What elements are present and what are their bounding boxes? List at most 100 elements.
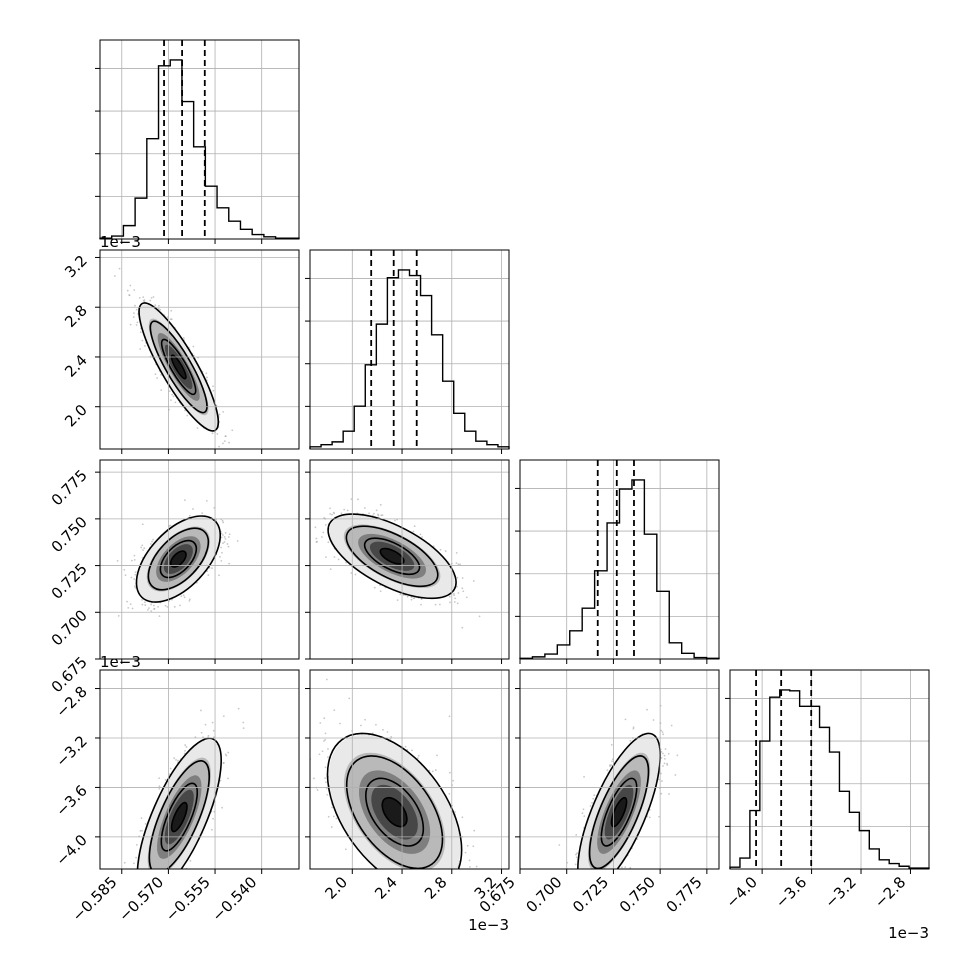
scatter-point — [228, 441, 230, 444]
scatter-point — [205, 500, 208, 502]
scatter-point — [169, 318, 172, 321]
scatter-point — [131, 559, 133, 562]
scatter-point — [163, 871, 165, 873]
scatter-point — [419, 533, 422, 536]
scatter-point — [218, 574, 220, 577]
scatter-point — [180, 595, 183, 598]
scatter-point — [472, 580, 475, 582]
scatter-point — [142, 549, 144, 552]
scatter-point — [223, 535, 226, 538]
scatter-point — [150, 603, 153, 606]
scatter-point — [170, 309, 173, 312]
scatter-point — [160, 373, 163, 376]
contour-line — [147, 527, 210, 591]
scatter-point — [184, 749, 186, 752]
scatter-point — [116, 560, 119, 562]
panel-r0-c0 — [95, 39, 300, 244]
scatter-point — [222, 715, 225, 718]
scatter-point — [211, 721, 214, 724]
scatter-point — [329, 513, 332, 515]
scatter-point — [135, 856, 138, 859]
scatter-point — [224, 531, 227, 534]
scatter-point — [412, 597, 415, 600]
scatter-point — [322, 531, 325, 534]
scatter-point — [373, 586, 376, 589]
scatter-point — [152, 296, 155, 298]
scatter-point — [196, 427, 199, 429]
scatter-point — [343, 508, 346, 511]
scatter-point — [165, 877, 167, 879]
scatter-point — [333, 556, 336, 558]
density-fill — [171, 355, 186, 379]
scatter-point — [438, 603, 441, 606]
scatter-point — [141, 603, 144, 606]
scatter-point — [455, 562, 458, 565]
scatter-point — [139, 331, 142, 334]
scatter-point — [206, 376, 208, 379]
scatter-point — [379, 503, 382, 506]
scatter-point — [329, 568, 332, 571]
scatter-point — [377, 514, 380, 517]
scatter-point — [210, 828, 213, 831]
scatter-point — [236, 540, 239, 542]
scatter-point — [223, 541, 226, 543]
scatter-point — [118, 267, 121, 270]
scatter-point — [154, 373, 157, 376]
scatter-point — [149, 299, 152, 302]
panel-r3-c3 — [725, 669, 930, 874]
contour-line — [363, 537, 421, 576]
scatter-point — [183, 596, 186, 599]
scatter-point — [201, 512, 204, 515]
scatter-point — [144, 345, 146, 347]
scatter-point — [222, 542, 224, 545]
panel-frame — [729, 669, 930, 870]
scatter-point — [457, 592, 460, 594]
scatter-point — [465, 596, 468, 599]
panel-content — [116, 499, 239, 617]
scatter-point — [134, 304, 136, 307]
scatter-point — [459, 563, 461, 566]
scatter-point — [314, 526, 317, 529]
scatter-point — [171, 880, 173, 882]
contour-line — [170, 354, 187, 380]
scatter-point — [162, 877, 164, 879]
scatter-point — [138, 296, 141, 299]
scatter-point — [133, 289, 136, 291]
scatter-point — [113, 275, 116, 277]
scatter-point — [444, 550, 447, 552]
scatter-point — [373, 512, 375, 515]
scatter-point — [152, 604, 155, 607]
scatter-point — [152, 538, 154, 541]
scatter-point — [227, 545, 230, 548]
scatter-point — [327, 541, 330, 544]
scatter-point — [368, 512, 370, 515]
scatter-point — [134, 586, 137, 589]
scatter-point — [134, 585, 136, 588]
scatter-point — [184, 744, 187, 746]
scatter-point — [184, 499, 186, 502]
scatter-point — [325, 556, 327, 559]
scatter-point — [162, 875, 164, 877]
scatter-point — [173, 757, 176, 760]
scatter-point — [212, 389, 215, 392]
scatter-point — [231, 429, 234, 432]
contour-line — [159, 539, 198, 579]
scatter-point — [141, 523, 144, 526]
scatter-point — [192, 508, 194, 510]
scatter-point — [323, 517, 326, 519]
scatter-point — [157, 307, 160, 310]
scatter-point — [148, 607, 150, 610]
scatter-point — [157, 606, 159, 608]
scatter-point — [184, 409, 186, 412]
density-fill — [380, 548, 404, 564]
scatter-point — [177, 759, 179, 762]
scatter-point — [160, 389, 163, 391]
scatter-point — [182, 594, 185, 597]
scatter-point — [453, 594, 456, 597]
scatter-point — [221, 519, 224, 522]
panel-frame — [519, 459, 720, 660]
scatter-point — [205, 372, 208, 375]
scatter-point — [478, 615, 481, 618]
scatter-point — [168, 390, 171, 393]
panel-r2-c2 — [515, 459, 720, 664]
